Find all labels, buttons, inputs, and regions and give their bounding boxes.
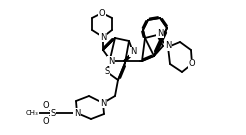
Text: O: O bbox=[189, 60, 195, 68]
Text: S: S bbox=[50, 109, 56, 117]
Text: N: N bbox=[165, 41, 171, 50]
Text: N: N bbox=[130, 48, 136, 57]
Text: N: N bbox=[74, 109, 80, 117]
Text: N: N bbox=[157, 28, 163, 38]
Text: N: N bbox=[100, 99, 106, 107]
Text: N: N bbox=[108, 57, 114, 65]
Text: CH₃: CH₃ bbox=[26, 110, 38, 116]
Text: N: N bbox=[100, 33, 106, 41]
Text: S: S bbox=[104, 68, 110, 77]
Text: O: O bbox=[43, 117, 49, 126]
Text: N: N bbox=[165, 41, 171, 50]
Text: O: O bbox=[99, 9, 105, 18]
Text: O: O bbox=[43, 100, 49, 109]
